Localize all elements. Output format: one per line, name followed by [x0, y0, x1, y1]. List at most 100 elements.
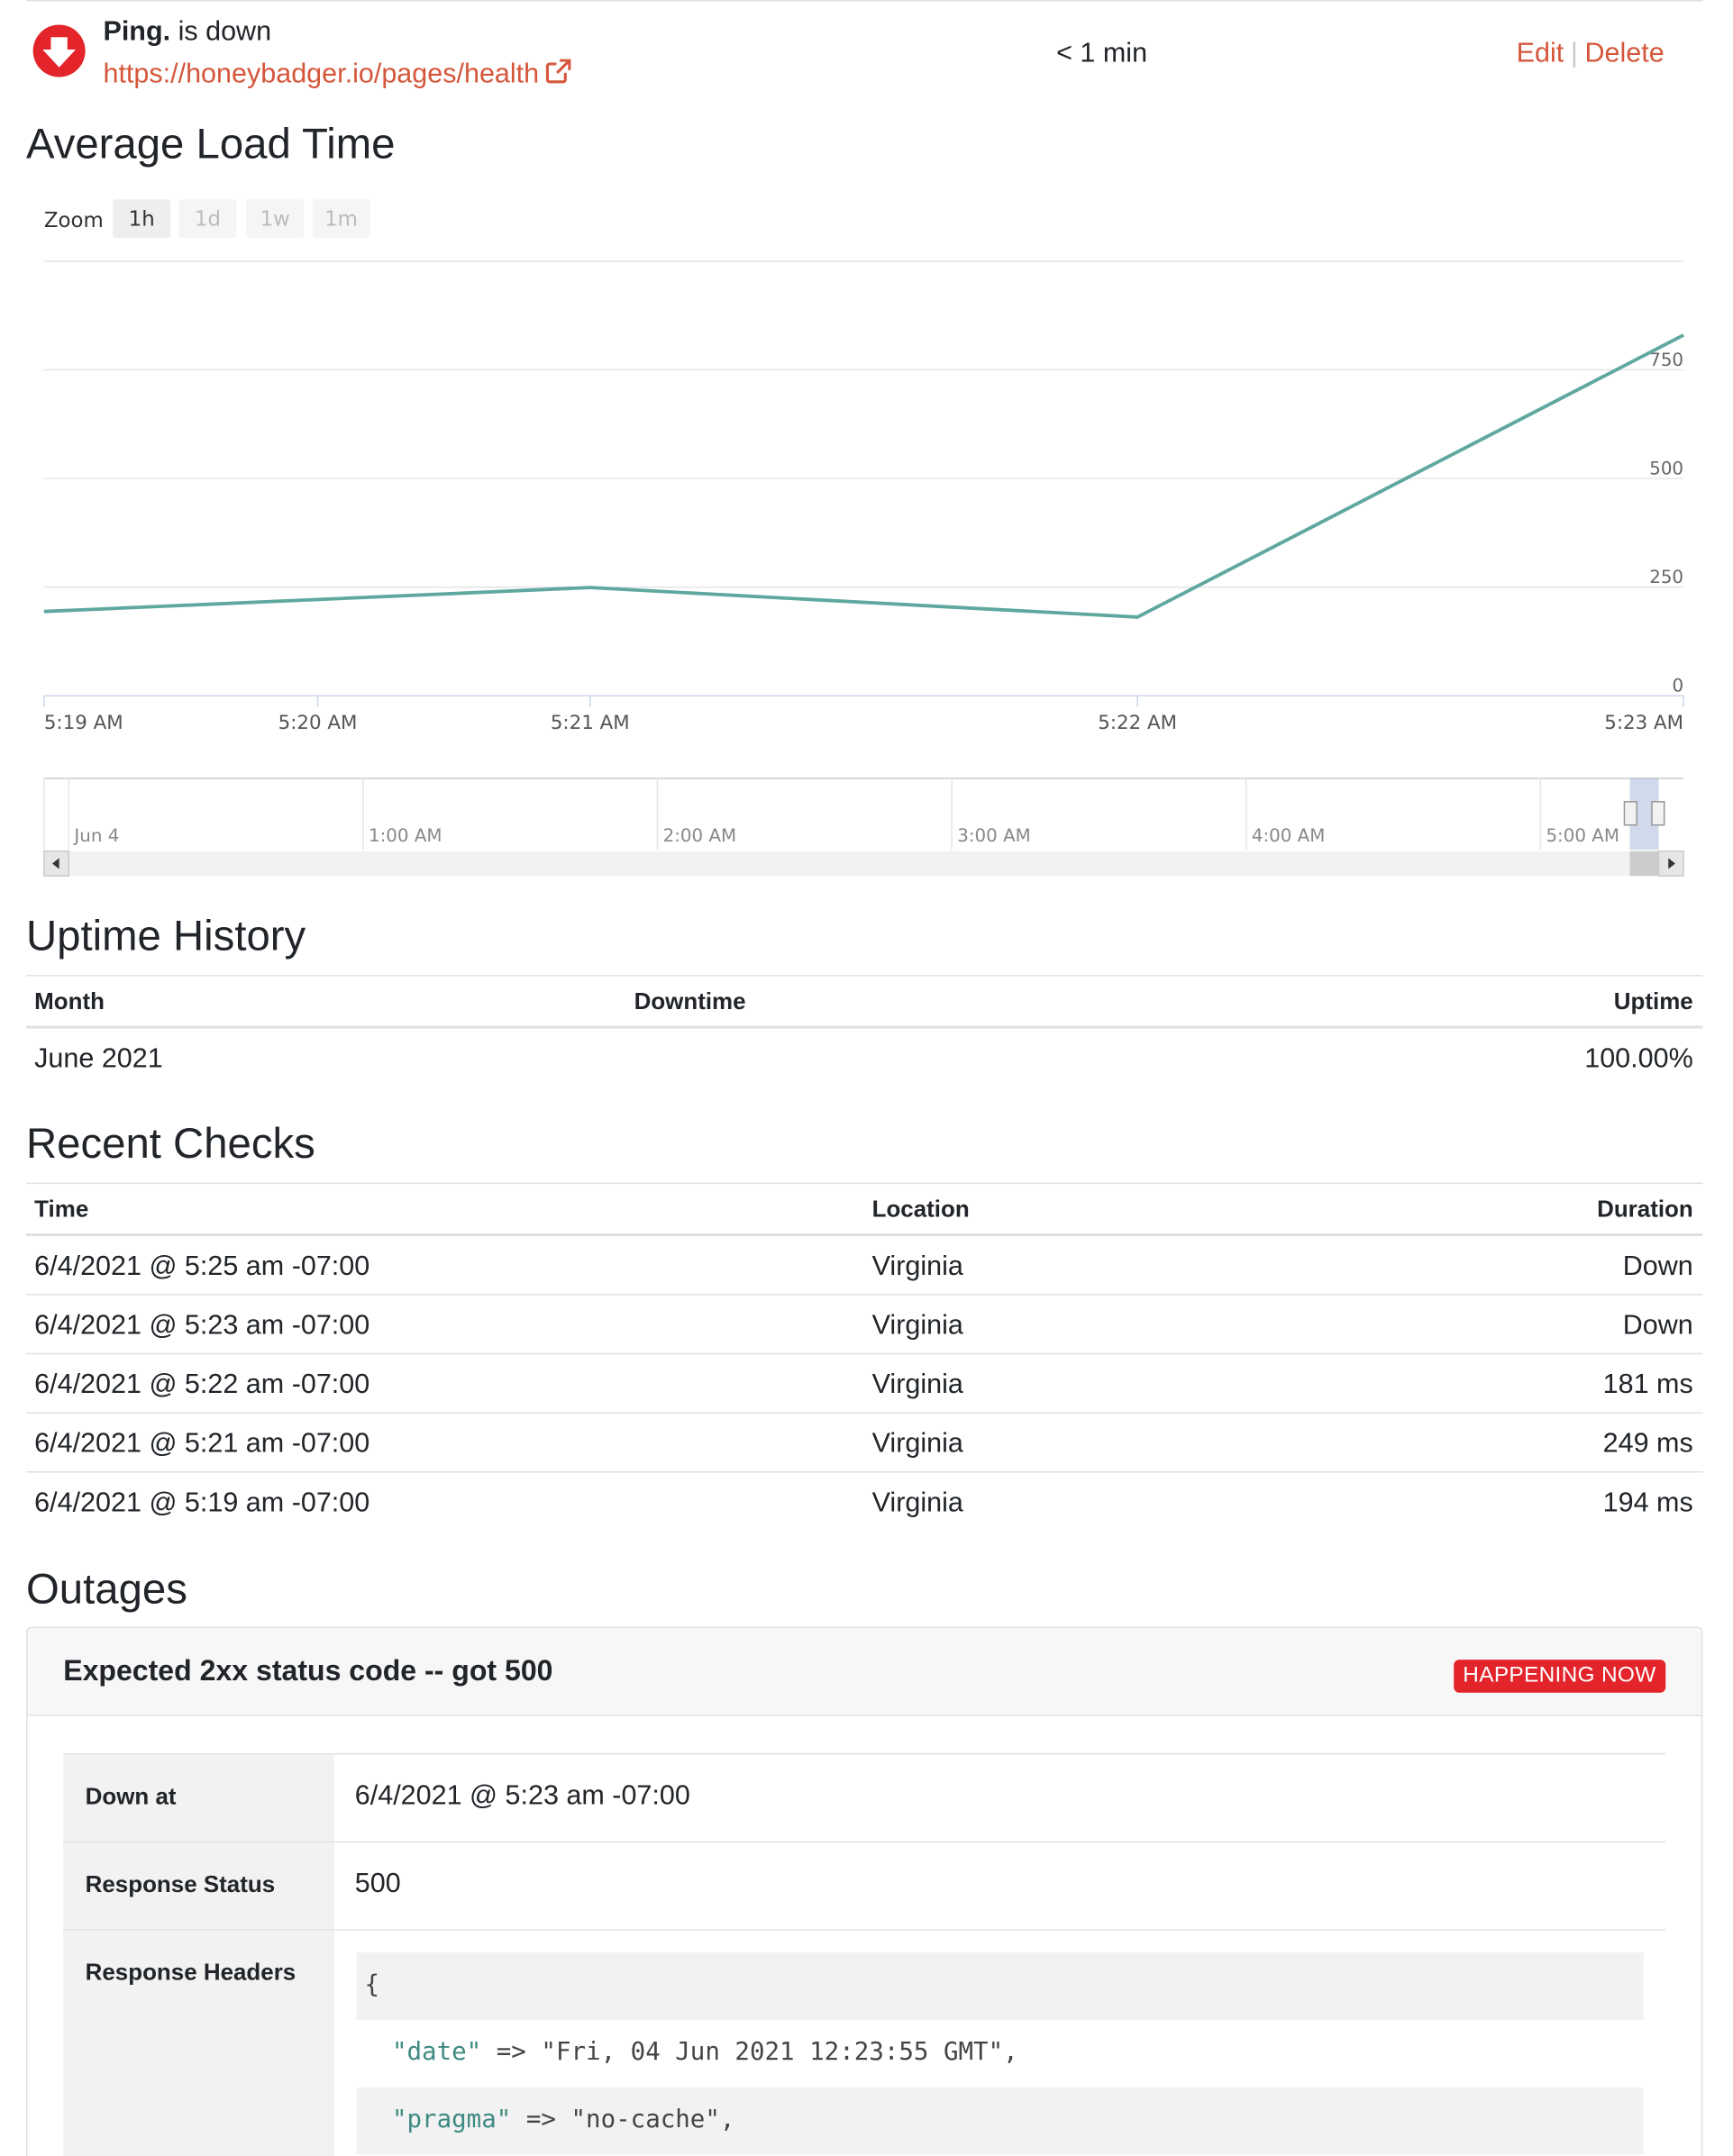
- uptime-col-uptime: Uptime: [1613, 988, 1693, 1015]
- outage-title: Expected 2xx status code -- got 500: [63, 1655, 553, 1688]
- table-row: 6/4/2021 @ 5:25 am -07:00 Virginia Down: [25, 1236, 1703, 1296]
- check-location: Virginia: [871, 1251, 963, 1282]
- response-status-label: Response Status: [63, 1842, 334, 1930]
- check-duration: Down: [1622, 1251, 1693, 1282]
- x-tick-label: 5:22 AM: [1098, 712, 1177, 734]
- check-url-link[interactable]: https://honeybadger.io/pages/health: [103, 58, 571, 91]
- chevron-left-icon[interactable]: [51, 858, 59, 869]
- check-time: 6/4/2021 @ 5:21 am -07:00: [34, 1428, 370, 1460]
- detail-row-headers: Response Headers { "date" => "Fri, 04 Ju…: [63, 1929, 1666, 2156]
- table-row: 6/4/2021 @ 5:22 am -07:00 Virginia 181 m…: [25, 1354, 1703, 1414]
- zoom-label: Zoom: [44, 209, 104, 232]
- edit-link[interactable]: Edit: [1516, 38, 1564, 69]
- zoom-button-label-1h[interactable]: 1h: [129, 207, 155, 231]
- zoom-button-1d[interactable]: [178, 199, 237, 239]
- header-arrow: =>: [496, 2037, 526, 2067]
- down-at-value: 6/4/2021 @ 5:23 am -07:00: [354, 1780, 690, 1812]
- load-time-chart: Zoom 1h 1d 1w 1m 0 250 500 750 5:19 AM 5:20 AM 5:21…: [0, 193, 1733, 894]
- header-value: "Fri, 04 Jun 2021 12:23:55 GMT",: [541, 2037, 1018, 2067]
- checks-col-duration: Duration: [1597, 1196, 1693, 1223]
- outages-heading: Outages: [25, 1564, 187, 1614]
- check-time: 6/4/2021 @ 5:22 am -07:00: [34, 1369, 370, 1400]
- header-key: "date": [391, 2037, 482, 2067]
- check-location: Virginia: [871, 1310, 963, 1342]
- zoom-button-label-1d[interactable]: 1d: [195, 207, 221, 231]
- uptime-header-row: Month Downtime Uptime: [25, 975, 1703, 1029]
- scrollbar-track[interactable]: [43, 851, 1684, 877]
- check-duration: 194 ms: [1602, 1487, 1693, 1518]
- code-line: "pragma" => "no-cache",: [356, 2087, 1644, 2155]
- navigator-label: 3:00 AM: [957, 825, 1031, 846]
- check-duration: 249 ms: [1602, 1428, 1693, 1460]
- zoom-button-1w[interactable]: [246, 199, 305, 239]
- x-tick-label: 5:23 AM: [1604, 712, 1683, 734]
- detail-row-status: Response Status 500: [63, 1841, 1666, 1930]
- check-duration: Down: [1622, 1310, 1693, 1342]
- check-duration: 181 ms: [1602, 1369, 1693, 1400]
- site-name: Ping.: [103, 16, 171, 47]
- status-text: is down: [178, 16, 272, 47]
- table-row: 6/4/2021 @ 5:23 am -07:00 Virginia Down: [25, 1296, 1703, 1355]
- response-status-value: 500: [354, 1869, 401, 1899]
- chevron-right-icon[interactable]: [1668, 858, 1675, 869]
- delete-link[interactable]: Delete: [1584, 38, 1665, 69]
- check-actions: Edit | Delete: [1517, 37, 1665, 70]
- check-location: Virginia: [871, 1428, 963, 1460]
- checks-header-row: Time Location Duration: [25, 1182, 1703, 1237]
- outage-card-header: Expected 2xx status code -- got 500 HAPP…: [27, 1628, 1701, 1716]
- down-at-label: Down at: [63, 1754, 334, 1842]
- checks-col-location: Location: [871, 1196, 970, 1223]
- navigator-label: 4:00 AM: [1252, 825, 1326, 846]
- table-row: June 2021 100.00%: [26, 1029, 1702, 1088]
- table-row: 6/4/2021 @ 5:19 am -07:00 Virginia 194 m…: [26, 1473, 1702, 1533]
- detail-row-down-at: Down at 6/4/2021 @ 5:23 am -07:00: [63, 1752, 1666, 1842]
- y-tick-label: 750: [1649, 350, 1683, 370]
- check-location: Virginia: [871, 1369, 963, 1400]
- navigator-label: 1:00 AM: [369, 825, 442, 846]
- response-headers-code: { "date" => "Fri, 04 Jun 2021 12:23:55 G…: [356, 1952, 1644, 2155]
- x-tick-label: 5:20 AM: [278, 712, 358, 734]
- header-arrow: =>: [525, 2105, 556, 2134]
- navigator-label: Jun 4: [72, 825, 119, 846]
- check-location: Virginia: [871, 1487, 963, 1518]
- navigator-label: 2:00 AM: [663, 825, 737, 846]
- zoom-button-label-1w[interactable]: 1w: [260, 207, 290, 231]
- external-link-icon[interactable]: [544, 58, 572, 86]
- navigator-handle-left[interactable]: [1623, 801, 1637, 826]
- response-headers-label: Response Headers: [63, 1930, 334, 2156]
- y-tick-label: 250: [1649, 567, 1683, 587]
- load-time-chart-svg: Zoom 1h 1d 1w 1m 0 250 500 750 5:19 AM 5:20 AM 5:21…: [43, 199, 1684, 877]
- check-title: Ping. is down: [103, 15, 271, 49]
- zoom-button-label-1m[interactable]: 1m: [324, 207, 358, 231]
- check-url-text[interactable]: https://honeybadger.io/pages/health: [103, 59, 540, 90]
- series-line: [43, 333, 1684, 619]
- zoom-button-1m[interactable]: [312, 199, 370, 239]
- scrollbar-thumb[interactable]: [1629, 851, 1659, 877]
- outage-card: Expected 2xx status code -- got 500 HAPP…: [25, 1626, 1703, 2156]
- table-row: 6/4/2021 @ 5:21 am -07:00 Virginia 249 m…: [25, 1414, 1703, 1473]
- load-time-heading: Average Load Time: [25, 119, 396, 168]
- navigator-label: 5:00 AM: [1546, 825, 1619, 846]
- uptime-month: June 2021: [34, 1043, 163, 1074]
- code-line: {: [356, 1952, 1644, 2020]
- outage-details: Down at 6/4/2021 @ 5:23 am -07:00 Respon…: [63, 1752, 1666, 2156]
- action-separator: |: [1570, 38, 1578, 69]
- uptime-value: 100.00%: [1584, 1043, 1693, 1074]
- down-arrow-icon: [32, 24, 86, 77]
- navigator-handle-right[interactable]: [1651, 801, 1665, 826]
- check-time: 6/4/2021 @ 5:25 am -07:00: [34, 1251, 370, 1282]
- top-divider: [25, 0, 1703, 2]
- status-badge: HAPPENING NOW: [1453, 1660, 1666, 1693]
- uptime-col-downtime: Downtime: [634, 988, 746, 1015]
- y-tick-label: 0: [1672, 676, 1683, 696]
- zoom-button-1h[interactable]: [113, 199, 171, 239]
- uptime-col-month: Month: [34, 988, 105, 1015]
- header-value: "no-cache",: [570, 2105, 735, 2134]
- uptime-heading: Uptime History: [25, 911, 306, 960]
- x-tick-label: 5:19 AM: [44, 712, 123, 734]
- uptime-table: Month Downtime Uptime June 2021 100.00%: [25, 975, 1703, 1088]
- check-time: 6/4/2021 @ 5:23 am -07:00: [34, 1310, 370, 1342]
- code-brace: {: [364, 1970, 379, 2000]
- recent-checks-table: Time Location Duration 6/4/2021 @ 5:25 a…: [25, 1182, 1703, 1533]
